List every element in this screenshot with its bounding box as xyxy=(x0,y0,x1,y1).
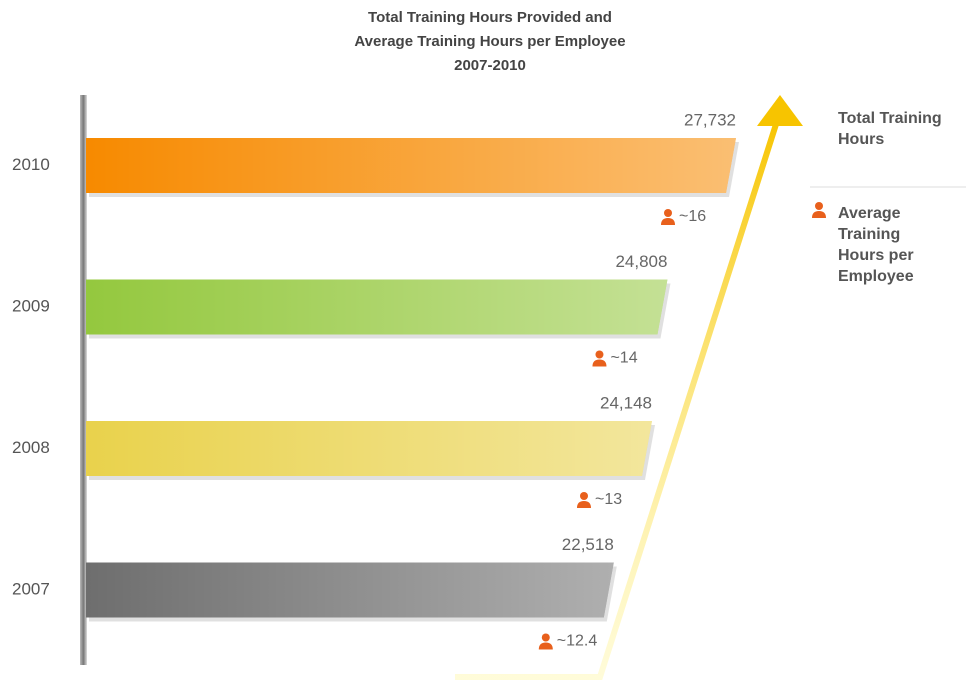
person-icon xyxy=(576,492,591,508)
bar-shine xyxy=(86,279,668,335)
value-label: 22,518 xyxy=(562,535,614,554)
legend-entry: Total Training Hours xyxy=(838,110,942,148)
chart-title: Average Training Hours per Employee xyxy=(354,33,625,50)
person-icon xyxy=(592,350,607,367)
value-label: 24,808 xyxy=(615,252,667,271)
category-label: 2007 xyxy=(12,579,50,598)
person-icon xyxy=(812,202,826,218)
category-label: 2008 xyxy=(12,438,50,457)
category-label: 2010 xyxy=(12,155,50,174)
bar-shine xyxy=(86,138,736,193)
value-label: 27,732 xyxy=(684,110,736,129)
avg-label: ~16 xyxy=(679,208,706,225)
category-label: 2009 xyxy=(12,296,50,315)
bar-shine xyxy=(86,421,652,476)
value-label: 24,148 xyxy=(600,393,652,412)
trend-arrow xyxy=(455,117,781,680)
person-icon xyxy=(538,633,553,650)
arrow-head xyxy=(757,95,803,126)
person-icon xyxy=(661,209,675,225)
avg-label: ~12.4 xyxy=(557,633,598,650)
avg-label: ~14 xyxy=(610,350,637,367)
axis xyxy=(80,95,87,665)
avg-label: ~13 xyxy=(595,491,622,508)
chart-title: 2007-2010 xyxy=(454,57,526,74)
chart-title: Total Training Hours Provided and xyxy=(368,9,612,26)
bar-shine xyxy=(86,562,614,618)
legend-entry: Average Training Hours per Employee xyxy=(838,205,914,285)
